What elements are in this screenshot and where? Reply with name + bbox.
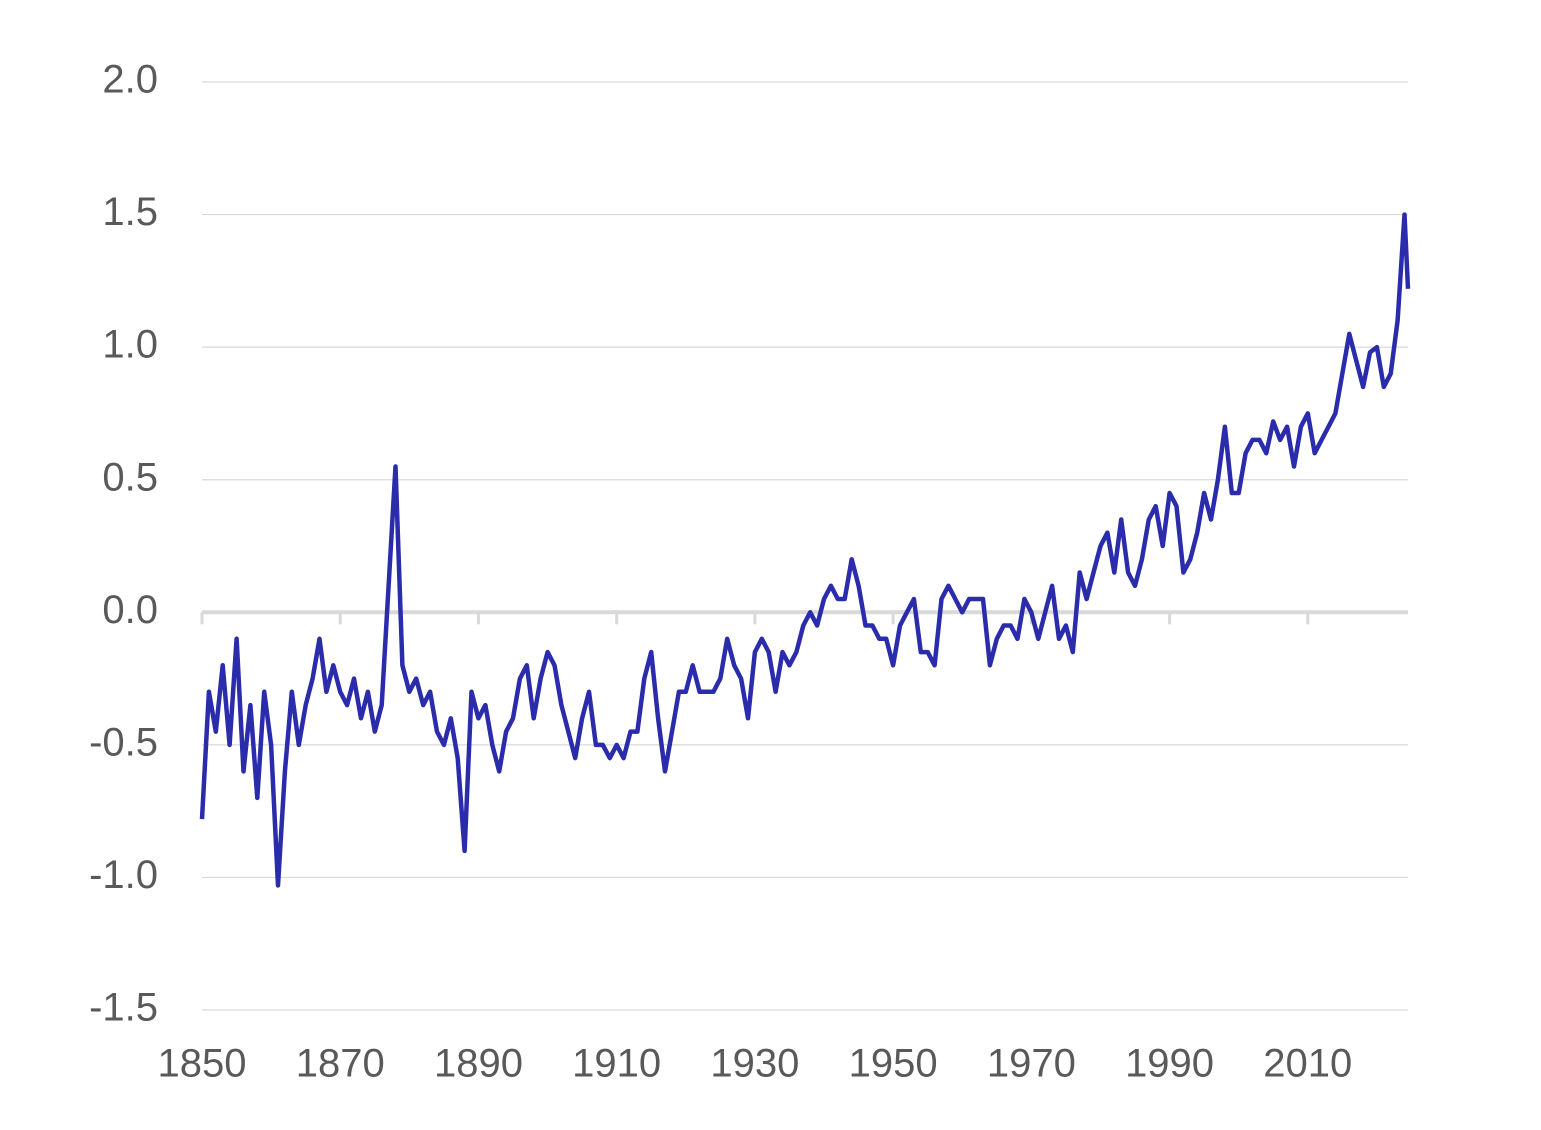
y-tick-label: -0.5 [89,720,158,764]
y-tick-label: 0.5 [102,455,158,499]
y-tick-label: -1.0 [89,853,158,897]
x-tick-label: 1950 [849,1042,938,1086]
y-tick-label: 1.5 [102,190,158,234]
x-tick-label: 1890 [434,1042,523,1086]
x-tick-label: 1930 [710,1042,799,1086]
x-tick-label: 1990 [1125,1042,1214,1086]
x-tick-label: 1970 [987,1042,1076,1086]
x-tick-label: 1910 [572,1042,661,1086]
x-tick-label: 1870 [296,1042,385,1086]
x-tick-label: 2010 [1263,1042,1352,1086]
y-tick-label: 0.0 [102,588,158,632]
data-line [199,212,1411,888]
y-tick-label: 1.0 [102,323,158,367]
y-tick-label: -1.5 [89,986,158,1030]
y-tick-label: 2.0 [102,58,158,102]
x-tick-label: 1850 [158,1042,247,1086]
